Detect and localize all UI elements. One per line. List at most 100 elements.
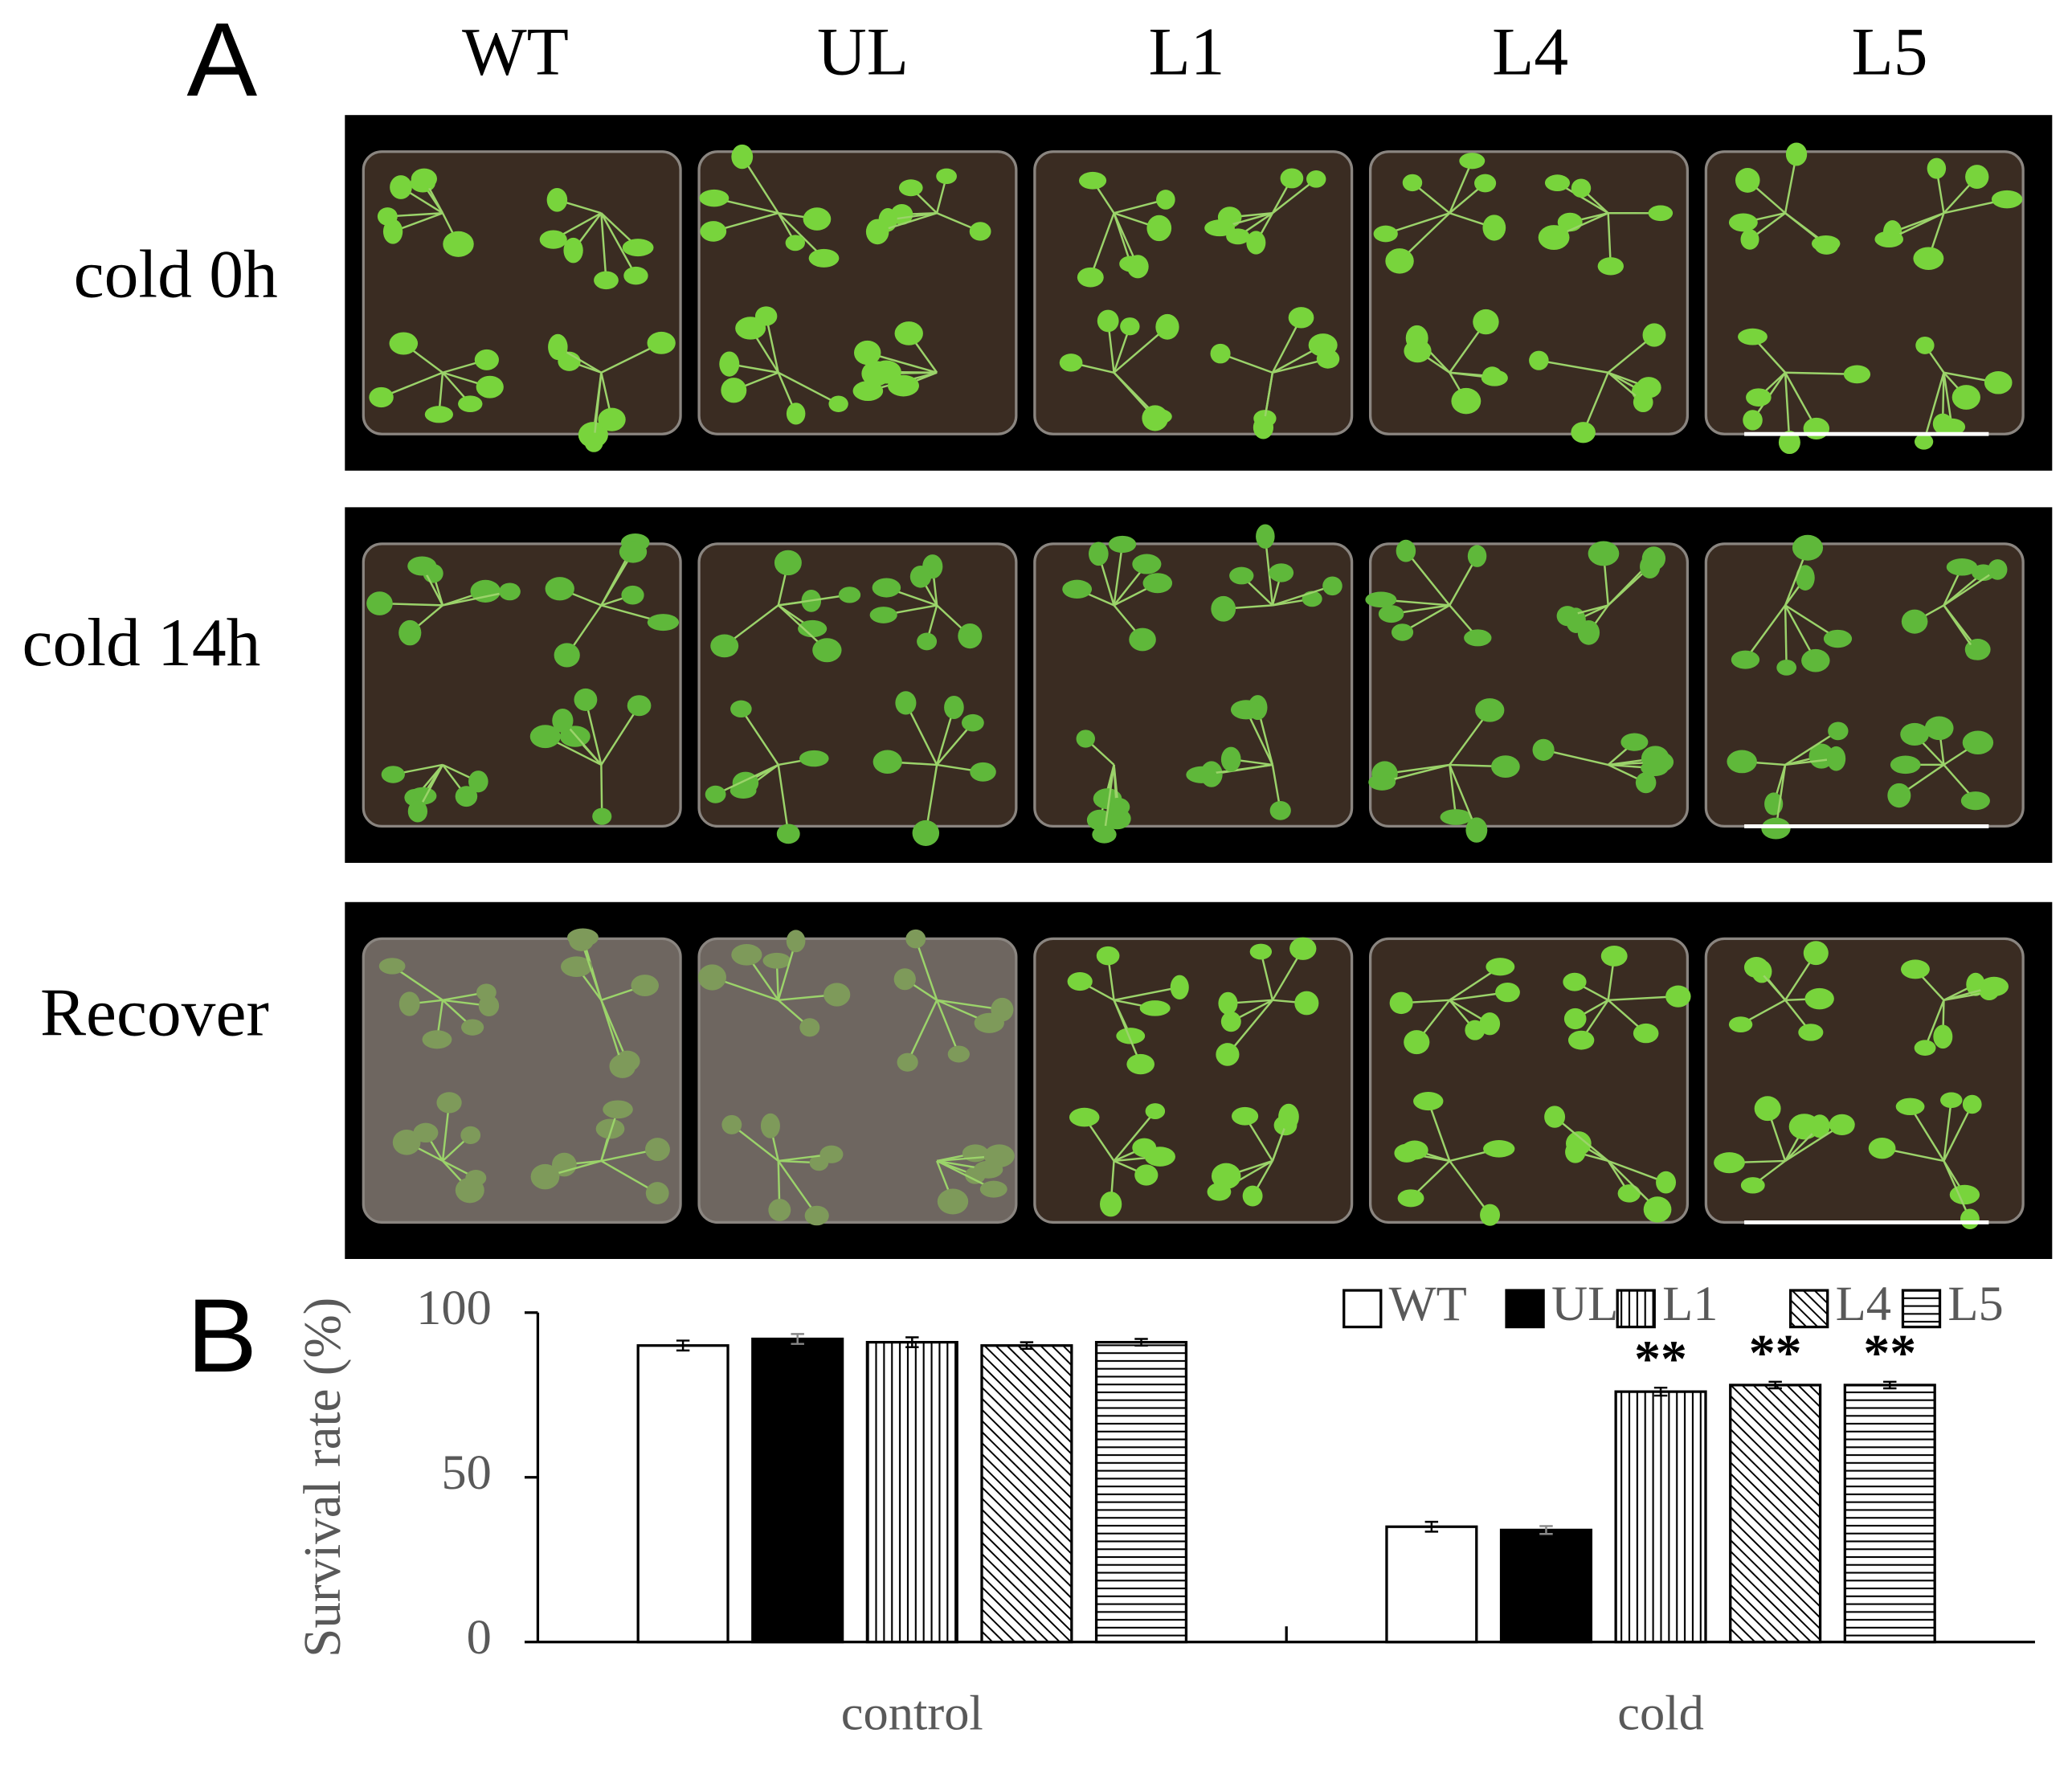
leaf	[798, 619, 828, 638]
leaf	[1077, 267, 1104, 288]
leaf	[1231, 1106, 1259, 1126]
leaf	[1413, 1092, 1444, 1111]
bar	[1385, 1525, 1478, 1644]
leaf	[873, 750, 902, 774]
leaf	[1120, 317, 1140, 336]
leaf	[799, 1018, 820, 1037]
stem	[1923, 999, 1945, 1048]
leaf	[897, 1052, 918, 1072]
leaf	[917, 632, 938, 651]
legend-label: L5	[1947, 1277, 2003, 1331]
pot	[362, 937, 682, 1224]
leaf	[969, 222, 991, 241]
leaf	[1933, 1024, 1953, 1049]
leaf	[730, 700, 752, 718]
stem	[1113, 999, 1142, 1065]
leaf	[731, 944, 762, 966]
leaf	[1129, 627, 1156, 652]
leaf	[1078, 171, 1107, 190]
leaf	[1404, 1030, 1430, 1055]
leaf	[1924, 716, 1954, 741]
stem	[592, 372, 603, 443]
leaf	[1735, 168, 1760, 193]
leaf	[1204, 219, 1236, 237]
error-bar	[905, 1336, 919, 1348]
leaf	[1567, 1030, 1595, 1050]
leaf	[1965, 165, 1989, 189]
pot	[362, 542, 682, 828]
leaf	[1132, 554, 1162, 574]
bar	[865, 1340, 958, 1644]
stem	[1943, 1160, 1972, 1220]
significance-label: **	[1749, 1325, 1802, 1383]
leaf	[366, 591, 393, 615]
leaf	[530, 1163, 560, 1190]
leaf	[1532, 738, 1555, 761]
significance-label: **	[1634, 1330, 1687, 1388]
leaf	[369, 386, 394, 408]
pot	[1368, 542, 1690, 828]
stem	[1943, 1103, 1973, 1162]
leaf	[1480, 1204, 1501, 1226]
stem	[1744, 604, 1787, 660]
panel-label: A	[186, 2, 257, 118]
leaf	[1529, 350, 1549, 370]
pot	[1704, 542, 2025, 828]
leaf	[803, 207, 832, 231]
error-bar	[1424, 1520, 1439, 1533]
legend-label: UL	[1551, 1277, 1618, 1331]
error-bar	[676, 1339, 690, 1352]
leaf	[594, 271, 619, 290]
stem	[600, 999, 628, 1062]
pot	[697, 937, 1018, 1224]
leaf	[936, 168, 957, 185]
leaf	[1211, 1163, 1241, 1190]
error-bar	[791, 1333, 804, 1345]
leaf	[398, 619, 422, 646]
leaf	[721, 378, 747, 403]
leaf	[947, 1045, 970, 1063]
stem	[600, 213, 607, 280]
leaf	[1142, 573, 1173, 594]
leaf	[1900, 722, 1930, 746]
leaf	[1868, 1137, 1896, 1159]
legend-label: L4	[1836, 1277, 1891, 1331]
leaf	[762, 952, 791, 969]
leaf	[1571, 422, 1596, 443]
leaf	[1731, 650, 1760, 669]
legend-swatch	[1343, 1289, 1383, 1329]
leaf	[804, 1205, 829, 1226]
leaf	[392, 1130, 421, 1155]
x-tick-label: control	[841, 1686, 983, 1741]
leaf	[894, 321, 923, 345]
leaf	[1242, 1185, 1263, 1207]
stem	[1784, 372, 1791, 443]
stem	[778, 371, 840, 405]
leaf	[1803, 941, 1829, 966]
leaf	[1316, 349, 1340, 369]
bar	[1614, 1390, 1707, 1644]
leaf	[595, 1118, 625, 1139]
leaf	[645, 1182, 669, 1204]
leaf	[389, 332, 419, 355]
leaf	[912, 820, 940, 846]
stem	[1539, 359, 1608, 374]
leaf	[407, 800, 428, 823]
leaf	[1823, 629, 1853, 648]
pot	[1368, 937, 1690, 1224]
y-tick-label: 0	[467, 1610, 492, 1665]
leaf	[622, 239, 654, 257]
leaf	[1811, 235, 1841, 252]
leaf	[1754, 1096, 1781, 1122]
leaf	[1804, 987, 1834, 1010]
leaf	[944, 695, 964, 719]
leaf	[1656, 1171, 1677, 1194]
leaf	[390, 175, 412, 199]
leaf	[1563, 1008, 1587, 1030]
leaf	[872, 578, 901, 598]
leaf	[1306, 170, 1326, 188]
leaf	[1951, 385, 1980, 410]
stem	[1943, 604, 1977, 652]
stem	[1103, 764, 1115, 835]
